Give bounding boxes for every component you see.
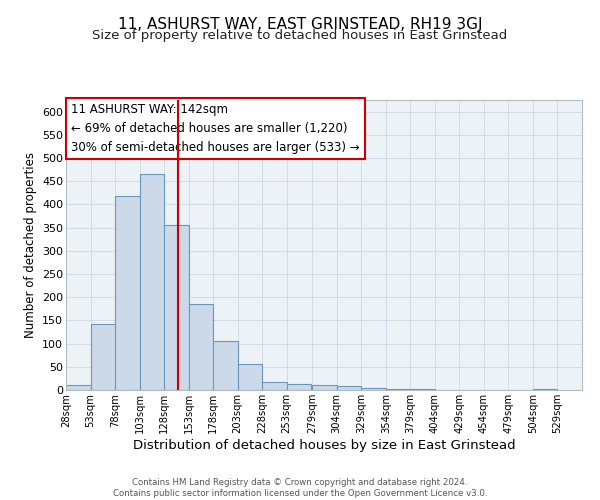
Bar: [410, 388, 435, 390]
Text: Size of property relative to detached houses in East Grinstead: Size of property relative to detached ho…: [92, 29, 508, 42]
X-axis label: Distribution of detached houses by size in East Grinstead: Distribution of detached houses by size …: [133, 438, 515, 452]
Bar: [337, 386, 361, 390]
Bar: [361, 388, 386, 390]
Bar: [188, 304, 213, 390]
Bar: [164, 226, 188, 390]
Bar: [533, 388, 557, 390]
Text: 11, ASHURST WAY, EAST GRINSTEAD, RH19 3GJ: 11, ASHURST WAY, EAST GRINSTEAD, RH19 3G…: [118, 18, 482, 32]
Y-axis label: Number of detached properties: Number of detached properties: [23, 152, 37, 338]
Bar: [287, 384, 311, 390]
Bar: [115, 196, 140, 390]
Bar: [238, 364, 262, 390]
Text: 11 ASHURST WAY: 142sqm
← 69% of detached houses are smaller (1,220)
30% of semi-: 11 ASHURST WAY: 142sqm ← 69% of detached…: [71, 103, 360, 154]
Bar: [386, 388, 410, 390]
Bar: [91, 324, 115, 390]
Bar: [213, 342, 238, 390]
Bar: [262, 382, 287, 390]
Bar: [66, 386, 91, 390]
Text: Contains HM Land Registry data © Crown copyright and database right 2024.
Contai: Contains HM Land Registry data © Crown c…: [113, 478, 487, 498]
Bar: [140, 174, 164, 390]
Bar: [312, 386, 337, 390]
